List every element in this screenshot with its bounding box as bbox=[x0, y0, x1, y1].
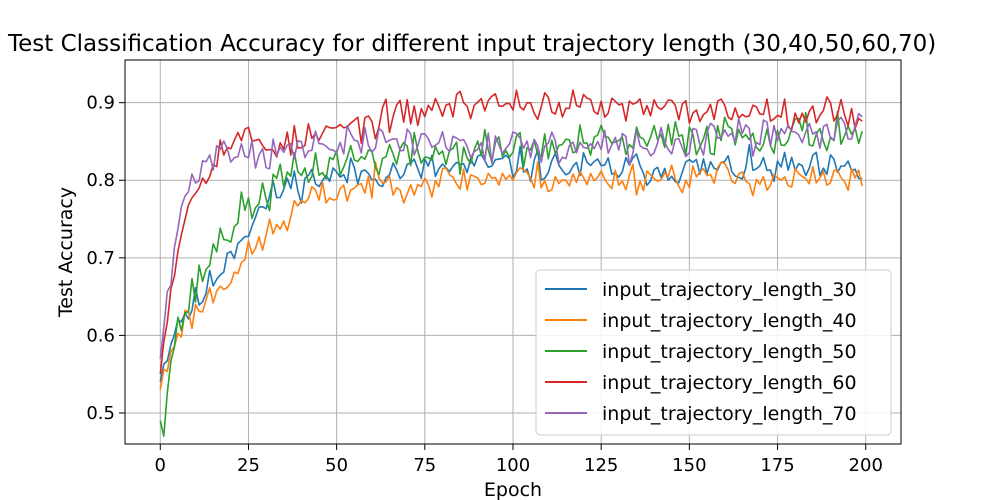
legend-box bbox=[535, 269, 892, 436]
x-axis-ticks: 0 25 50 75 100 125 150 175 200 bbox=[155, 444, 883, 476]
x-tick-label: 25 bbox=[237, 455, 260, 476]
y-tick-label: 0.9 bbox=[86, 93, 115, 114]
legend-entry-label: input_trajectory_length_50 bbox=[602, 341, 857, 363]
x-tick-label: 0 bbox=[155, 455, 166, 476]
legend: input_trajectory_length_30 input_trajecto… bbox=[535, 269, 892, 436]
legend-entry-label: input_trajectory_length_40 bbox=[602, 310, 857, 332]
series-line-input-trajectory-length-30 bbox=[159, 143, 863, 383]
x-tick-label: 175 bbox=[760, 455, 794, 476]
y-tick-label: 0.6 bbox=[86, 325, 115, 346]
legend-entry-label: input_trajectory_length_30 bbox=[602, 279, 857, 301]
series-line-input-trajectory-length-70 bbox=[159, 112, 863, 359]
legend-entry-label: input_trajectory_length_60 bbox=[602, 372, 857, 394]
x-tick-label: 75 bbox=[413, 455, 436, 476]
y-tick-label: 0.7 bbox=[86, 248, 115, 269]
series-line-input-trajectory-length-50 bbox=[159, 111, 863, 438]
y-axis-ticks: 0.5 0.6 0.7 0.8 0.9 bbox=[86, 93, 125, 424]
legend-entry-label: input_trajectory_length_70 bbox=[602, 403, 857, 425]
series-layer bbox=[159, 89, 863, 438]
x-tick-label: 150 bbox=[672, 455, 706, 476]
chart-title: Test Classification Accuracy for differe… bbox=[7, 31, 936, 57]
y-tick-label: 0.5 bbox=[86, 403, 115, 424]
y-tick-label: 0.8 bbox=[86, 170, 115, 191]
x-tick-label: 200 bbox=[849, 455, 883, 476]
x-tick-label: 50 bbox=[325, 455, 348, 476]
series-line-input-trajectory-length-40 bbox=[159, 161, 863, 390]
x-axis-label: Epoch bbox=[484, 479, 542, 500]
y-axis-label: Test Accuracy bbox=[55, 187, 77, 318]
x-tick-label: 100 bbox=[496, 455, 530, 476]
x-tick-label: 125 bbox=[584, 455, 618, 476]
